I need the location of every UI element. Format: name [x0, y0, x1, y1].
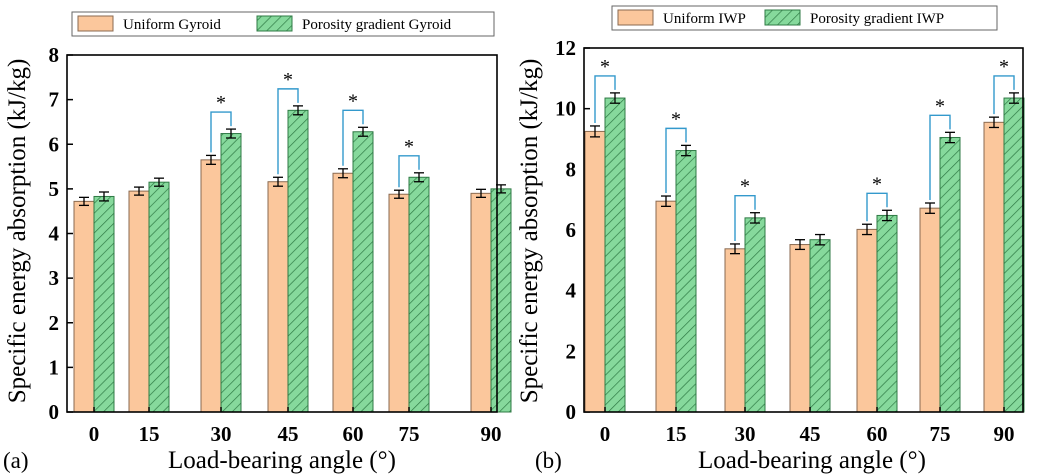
bar-uniform-b-60: [856, 228, 878, 413]
legend-label-gradient-gyroid: Porosity gradient Gyroid: [302, 17, 452, 33]
y-tick-label-b: 4: [566, 279, 577, 303]
significance-star-a-75: *: [404, 136, 414, 158]
y-tick-label-b: 0: [566, 400, 577, 424]
bar-uniform-a-75: [388, 193, 410, 413]
y-tick-label-b: 6: [566, 218, 577, 242]
significance-star-b-15: *: [671, 108, 681, 130]
significance-star-a-60: *: [348, 90, 358, 112]
significance-bracket-a-75: [398, 155, 420, 188]
y-axis-title-b: Specific energy absorption (kJ/kg): [516, 59, 543, 404]
y-axis-title-a: Specific energy absorption (kJ/kg): [4, 59, 31, 404]
bar-gradient-a-45: [287, 109, 309, 413]
significance-star-a-30: *: [216, 92, 226, 114]
y-tick-label-a: 8: [49, 43, 60, 67]
bar-gradient-b-15: [675, 150, 697, 413]
bar-gradient-b-90: [1003, 97, 1025, 413]
bar-gradient-a-90: [490, 188, 512, 413]
x-tick-label-a-75: 75: [399, 422, 420, 446]
significance-star-b-60: *: [872, 173, 882, 195]
bar-gradient-a-30: [220, 133, 242, 413]
bar-gradient-a-60: [352, 131, 374, 413]
legend-b: [611, 5, 998, 31]
x-tick-label-b-45: 45: [800, 422, 821, 446]
bar-uniform-b-75: [919, 207, 941, 413]
y-tick-label-a: 2: [49, 311, 60, 335]
significance-star-b-0: *: [600, 56, 610, 78]
bar-gradient-a-0: [93, 195, 115, 413]
x-tick-label-a-30: 30: [211, 422, 232, 446]
x-tick-label-b-90: 90: [994, 422, 1015, 446]
legend-label-gradient-iwp: Porosity gradient IWP: [810, 11, 944, 27]
bar-uniform-b-0: [584, 130, 606, 413]
bar-uniform-a-45: [267, 181, 289, 413]
bar-uniform-a-15: [128, 190, 150, 413]
panel-tag-a: (a): [3, 448, 29, 473]
y-tick-label-b: 12: [555, 36, 576, 60]
significance-bracket-b-30: [734, 195, 756, 241]
x-tick-label-a-0: 0: [89, 422, 100, 446]
legend-label-uniform-iwp: Uniform IWP: [663, 11, 746, 27]
bar-uniform-a-60: [332, 172, 354, 413]
y-tick-label-a: 1: [49, 355, 60, 379]
y-tick-label-a: 6: [49, 132, 60, 156]
y-tick-label-a: 3: [49, 266, 60, 290]
bar-gradient-b-60: [876, 214, 898, 413]
panel-tag-b: (b): [535, 448, 562, 473]
bar-uniform-a-0: [73, 200, 95, 413]
y-tick-label-a: 4: [49, 222, 60, 246]
x-tick-label-b-60: 60: [867, 422, 888, 446]
significance-star-a-45: *: [283, 69, 293, 91]
significance-star-b-90: *: [999, 56, 1009, 78]
bar-uniform-b-15: [655, 200, 677, 413]
bar-uniform-b-30: [724, 248, 746, 413]
panel-a-chart: Uniform Gyroid Porosity gradient Gyroid …: [3, 11, 512, 474]
legend-swatch-uniform-gyroid: [77, 15, 114, 32]
x-tick-label-b-15: 15: [666, 422, 687, 446]
significance-bracket-a-45: [277, 88, 299, 175]
bar-gradient-b-0: [604, 97, 626, 413]
bar-gradient-b-45: [809, 239, 831, 413]
legend-label-uniform-gyroid: Uniform Gyroid: [123, 17, 221, 33]
plot-frame-b: [583, 47, 1024, 413]
significance-bracket-b-0: [594, 75, 616, 123]
bar-uniform-b-45: [789, 244, 811, 413]
y-tick-label-b: 8: [566, 157, 577, 181]
bar-gradient-a-75: [408, 176, 430, 413]
bar-gradient-a-15: [148, 181, 170, 413]
x-tick-label-b-75: 75: [930, 422, 951, 446]
significance-bracket-b-60: [866, 192, 888, 222]
significance-bracket-a-60: [342, 109, 364, 166]
x-axis-title-a: Load-bearing angle (°): [168, 447, 396, 474]
x-axis-title-b: Load-bearing angle (°): [698, 447, 926, 474]
bar-uniform-b-90: [983, 121, 1005, 413]
plot-frame-a: [66, 54, 498, 413]
significance-bracket-b-15: [665, 127, 687, 194]
x-tick-label-a-15: 15: [139, 422, 160, 446]
significance-bracket-b-75: [929, 114, 951, 201]
significance-star-b-30: *: [740, 176, 750, 198]
legend-swatch-uniform-iwp: [617, 9, 654, 26]
x-tick-label-a-90: 90: [481, 422, 502, 446]
panel-b-chart: Uniform IWP Porosity gradient IWP 0 2 4 6 8 1…: [516, 5, 1025, 474]
bar-uniform-a-90: [470, 192, 492, 413]
significance-bracket-a-30: [210, 111, 232, 153]
y-tick-label-a: 5: [49, 177, 60, 201]
significance-bracket-b-90: [993, 75, 1015, 115]
x-tick-label-a-45: 45: [278, 422, 299, 446]
y-tick-label-a: 7: [49, 88, 60, 112]
bar-gradient-b-30: [744, 217, 766, 413]
x-tick-label-b-0: 0: [600, 422, 611, 446]
x-tick-label-b-30: 30: [735, 422, 756, 446]
y-tick-label-a: 0: [49, 400, 60, 424]
bar-gradient-b-75: [939, 136, 961, 413]
legend-swatch-gradient-gyroid: [256, 15, 293, 32]
y-tick-label-b: 2: [566, 339, 577, 363]
x-tick-label-a-60: 60: [343, 422, 364, 446]
legend-swatch-gradient-iwp: [764, 9, 801, 26]
bar-uniform-a-30: [200, 159, 222, 413]
y-tick-label-b: 10: [555, 97, 576, 121]
significance-star-b-75: *: [935, 95, 945, 117]
